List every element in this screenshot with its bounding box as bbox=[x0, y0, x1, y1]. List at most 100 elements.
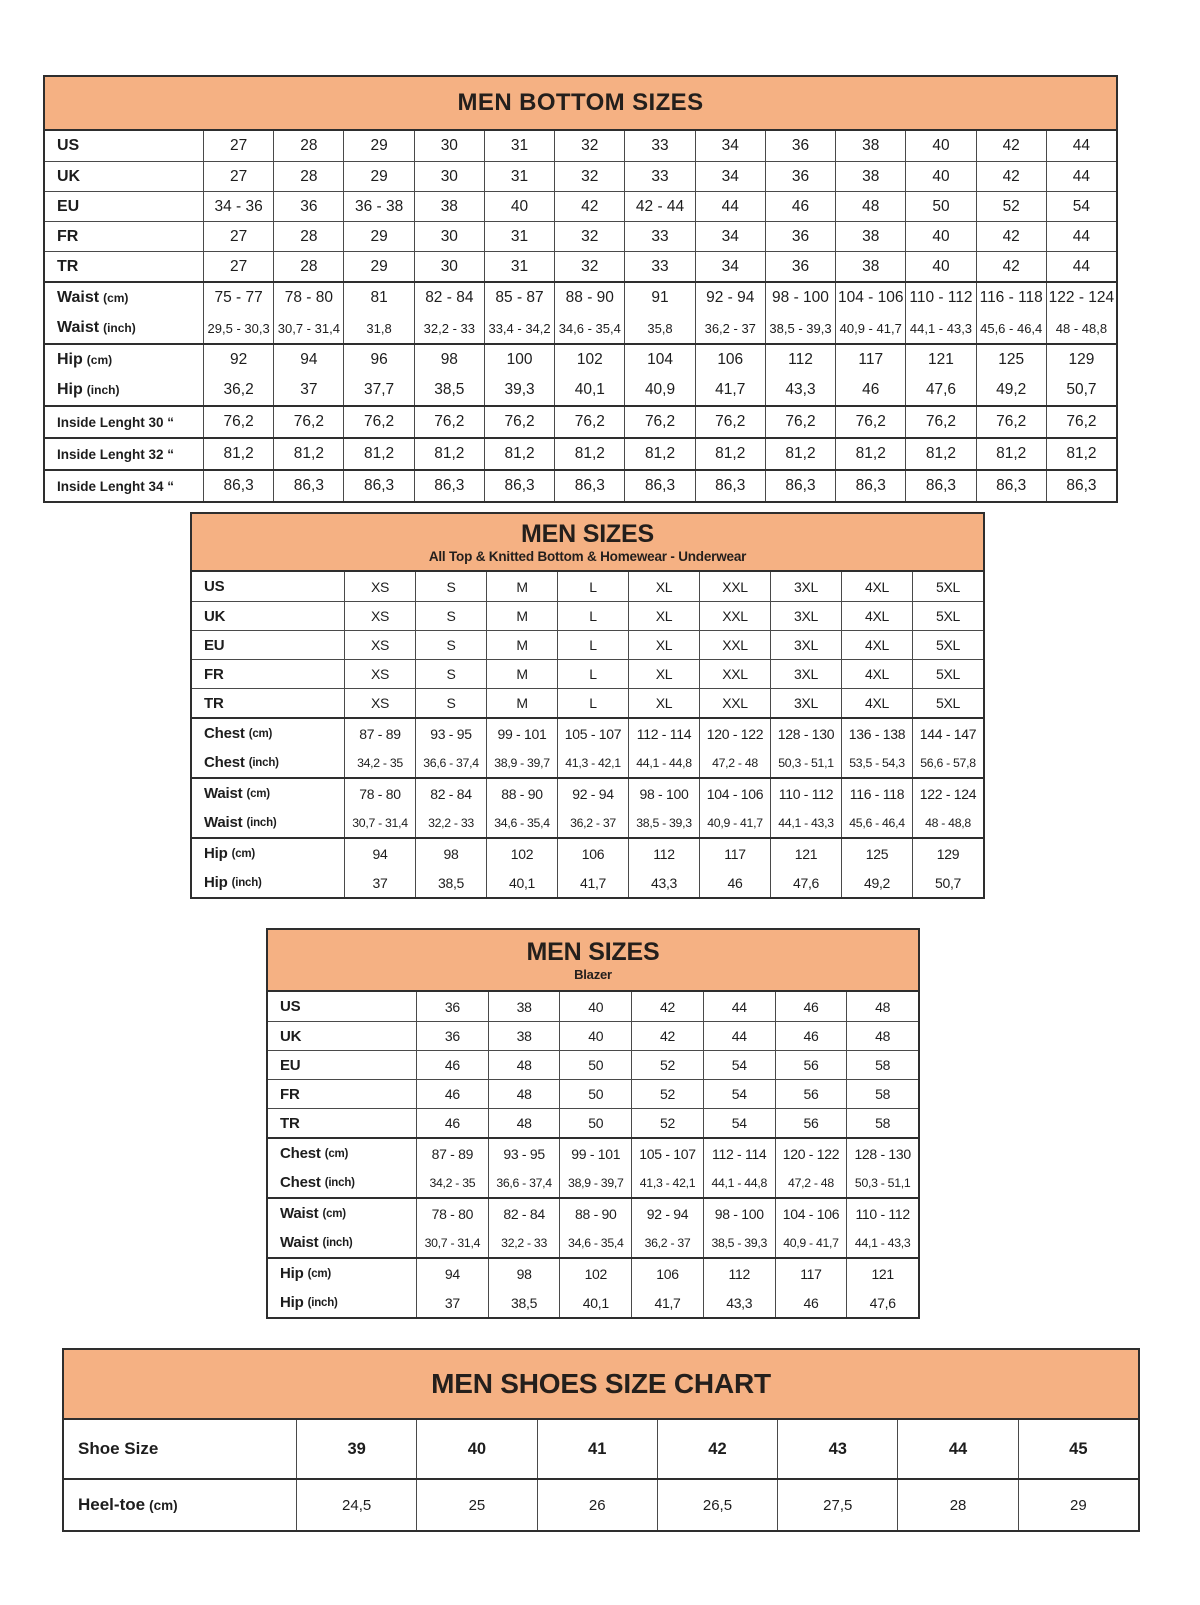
table-cell: 28 bbox=[273, 162, 343, 191]
table-cell: 46 bbox=[416, 1080, 488, 1108]
table-cell: 41,7 bbox=[694, 375, 765, 405]
table-cell: 4XL bbox=[841, 631, 912, 659]
table-cell: 81,2 bbox=[203, 439, 273, 469]
table-row: Hip (inch) 36,2 37 37,7 38,5 39,3 40,1 40,9 41,7 4… bbox=[45, 375, 1116, 405]
row-label-unit: (cm) bbox=[248, 727, 273, 740]
table-subtitle: Blazer bbox=[574, 967, 612, 982]
table-cell: 27 bbox=[203, 162, 273, 191]
table-cell: 26,5 bbox=[656, 1480, 777, 1530]
table-cell: 48 bbox=[487, 1051, 560, 1079]
table-cell: 42 bbox=[975, 131, 1046, 161]
table-cell: 106 bbox=[694, 345, 765, 375]
table-cell: 120 - 122 bbox=[699, 719, 770, 748]
table-cell: 34,2 - 35 bbox=[344, 748, 415, 777]
row-label-unit: (inch) bbox=[248, 756, 279, 769]
table-row: Hip (inch) 37 38,5 40,1 41,7 43,3 46 47,6 49,2 50,… bbox=[192, 868, 983, 897]
table-cell: 54 bbox=[1045, 192, 1116, 221]
row-label: Hip (inch) bbox=[268, 1288, 416, 1317]
table-cell: 30,7 - 31,4 bbox=[416, 1228, 488, 1257]
table-cell: 40,1 bbox=[486, 868, 557, 897]
row-label-text: Inside Lenght 32 “ bbox=[57, 446, 175, 462]
table-cell: 46 bbox=[774, 1288, 847, 1317]
row-label: Hip (inch) bbox=[192, 868, 344, 897]
row-label-unit: (cm) bbox=[246, 787, 270, 800]
row-label-text: Chest bbox=[280, 1145, 321, 1162]
row-label: Chest (cm) bbox=[192, 719, 344, 748]
table-cell: 31 bbox=[483, 131, 554, 161]
table-cell: 93 - 95 bbox=[415, 719, 486, 748]
table-cell: 76,2 bbox=[1045, 407, 1116, 437]
row-label: UK bbox=[45, 162, 203, 191]
table-cell: 54 bbox=[702, 1051, 775, 1079]
table-cell: 32,2 - 33 bbox=[487, 1228, 560, 1257]
table-cell: 38,9 - 39,7 bbox=[486, 748, 557, 777]
table-cell: 42 - 44 bbox=[624, 192, 694, 221]
table-cell: 121 bbox=[846, 1259, 918, 1288]
table-cell: 42 bbox=[656, 1420, 777, 1478]
table-cell: 121 bbox=[770, 839, 841, 868]
table-cell: XS bbox=[344, 631, 415, 659]
table-cell: 30 bbox=[413, 162, 484, 191]
table-cell: 27 bbox=[203, 131, 273, 161]
table-body: US 27 28 29 30 31 32 33 34 36 38 40 42 44 UK 27 28 29 30 31… bbox=[45, 131, 1116, 501]
row-label-unit: (cm) bbox=[307, 1267, 332, 1280]
row-label-unit: (cm) bbox=[231, 847, 256, 860]
table-cell: 81,2 bbox=[343, 439, 413, 469]
table-cell: 28 bbox=[273, 131, 343, 161]
table-cell: 88 - 90 bbox=[486, 779, 557, 808]
table-cell: 40 bbox=[559, 1022, 631, 1050]
table-cell: 144 - 147 bbox=[912, 719, 983, 748]
table-cell: 81,2 bbox=[554, 439, 624, 469]
table-cell: 30 bbox=[413, 252, 484, 281]
table-cell: 27,5 bbox=[777, 1480, 897, 1530]
table-cell: 45,6 - 46,4 bbox=[975, 313, 1046, 343]
table-cell: 76,2 bbox=[413, 407, 484, 437]
table-cell: 30 bbox=[413, 131, 484, 161]
table-cell: 58 bbox=[846, 1109, 918, 1137]
table-cell: 112 - 114 bbox=[702, 1139, 775, 1168]
row-label-unit: (inch) bbox=[86, 383, 120, 397]
table-title: MEN SIZES bbox=[526, 938, 660, 966]
table-row: FR 46 48 50 52 54 56 58 bbox=[268, 1079, 918, 1108]
table-cell: 98 bbox=[487, 1259, 560, 1288]
table-cell: 31 bbox=[483, 252, 554, 281]
table-section: Waist (cm) 78 - 80 82 - 84 88 - 90 92 - 94 98 … bbox=[268, 1197, 918, 1257]
table-cell: 30,7 - 31,4 bbox=[344, 808, 415, 837]
table-cell: 81 bbox=[343, 283, 413, 313]
row-label-text: EU bbox=[57, 197, 80, 215]
row-label-text: TR bbox=[280, 1114, 300, 1132]
table-cell: 98 - 100 bbox=[702, 1199, 775, 1228]
table-row: TR XS S M L XL XXL 3XL 4XL 5XL bbox=[192, 688, 983, 717]
table-cell: 29 bbox=[343, 131, 413, 161]
table-cell: 48 bbox=[487, 1080, 560, 1108]
table-cell: 44,1 - 44,8 bbox=[702, 1168, 775, 1197]
table-cell: 4XL bbox=[841, 602, 912, 630]
row-label-text: Chest bbox=[280, 1174, 321, 1191]
table-cell: 46 bbox=[764, 192, 835, 221]
table-cell: 44 bbox=[897, 1420, 1017, 1478]
table-cell: 33 bbox=[624, 162, 694, 191]
table-cell: 43,3 bbox=[628, 868, 699, 897]
table-cell: 81,2 bbox=[975, 439, 1046, 469]
table-row: Chest (cm) 87 - 89 93 - 95 99 - 101 105 - 107… bbox=[192, 719, 983, 748]
table-cell: 50 bbox=[559, 1080, 631, 1108]
table-cell: 128 - 130 bbox=[846, 1139, 918, 1168]
table-row: EU 46 48 50 52 54 56 58 bbox=[268, 1050, 918, 1079]
table-cell: 31,8 bbox=[343, 313, 413, 343]
row-label-unit: (cm) bbox=[322, 1207, 346, 1220]
table-cell: 45,6 - 46,4 bbox=[841, 808, 912, 837]
table-cell: 34 - 36 bbox=[203, 192, 273, 221]
row-label-text: Chest bbox=[204, 725, 245, 742]
row-label: US bbox=[45, 131, 203, 161]
table-cell: XXL bbox=[699, 602, 770, 630]
table-cell: 38 bbox=[835, 252, 905, 281]
table-section: Hip (cm) 92 94 96 98 100 102 104 106 112 117 121 125 1… bbox=[45, 343, 1116, 405]
table-cell: 76,2 bbox=[624, 407, 694, 437]
row-label-text: Inside Lenght 34 “ bbox=[57, 478, 175, 494]
row-label-text: EU bbox=[280, 1056, 301, 1074]
row-label-text: UK bbox=[57, 167, 81, 185]
table-cell: 88 - 90 bbox=[559, 1199, 631, 1228]
table-cell: 50,3 - 51,1 bbox=[770, 748, 841, 777]
table-cell: 86,3 bbox=[413, 471, 484, 501]
table-row: TR 27 28 29 30 31 32 33 34 36 38 40 42 44 bbox=[45, 251, 1116, 281]
